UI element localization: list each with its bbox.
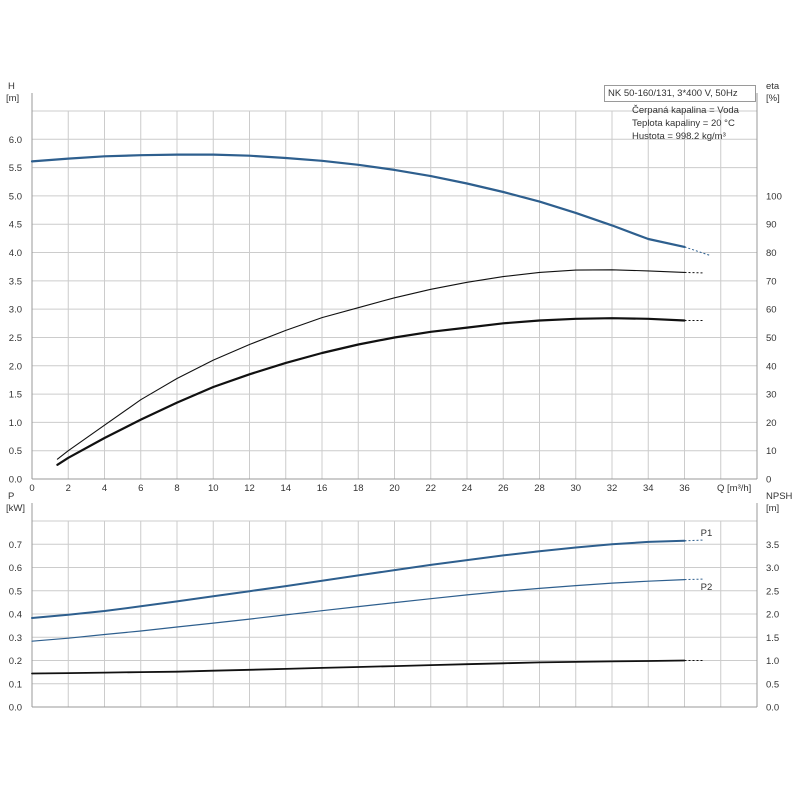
y-tick-label-left: 0.2 [9, 656, 22, 667]
fluid-line: Čerpaná kapalina = Voda [632, 105, 739, 116]
curve-eta1 [56, 269, 686, 460]
y-tick-label-right: 30 [766, 390, 777, 401]
y-tick-label-right: 3.5 [766, 540, 779, 551]
y-tick-label-right: 0.0 [766, 703, 779, 714]
x-tick-label: 2 [66, 483, 71, 494]
y-axis-title-right: NPSH [766, 491, 793, 502]
y-axis-unit-right: [%] [766, 93, 780, 104]
pump-info-box: NK 50-160/131, 3*400 V, 50Hz Čerpaná kap… [604, 85, 756, 143]
y-tick-label-right: 70 [766, 276, 777, 287]
pump-model-title: NK 50-160/131, 3*400 V, 50Hz [604, 85, 756, 102]
y-tick-label-right: 50 [766, 333, 777, 344]
x-tick-label: 10 [208, 483, 219, 494]
x-tick-label: 36 [679, 483, 690, 494]
curves-layer [30, 153, 711, 675]
y-tick-label-left: 2.0 [9, 361, 22, 372]
y-tick-label-left: 5.5 [9, 163, 22, 174]
curve-p1 [31, 539, 686, 619]
x-tick-label: 24 [462, 483, 473, 494]
y-axis-unit-left: [kW] [6, 503, 25, 514]
x-tick-label: 12 [244, 483, 255, 494]
y-axis-unit-right: [m] [766, 503, 779, 514]
curve-eta1-extension [684, 271, 703, 274]
series-label-p2: P2 [701, 582, 713, 593]
curve-p2 [31, 578, 686, 642]
y-tick-label-right: 2.5 [766, 586, 779, 597]
y-tick-label-right: 80 [766, 248, 777, 259]
x-tick-label: 22 [425, 483, 436, 494]
x-tick-label: 32 [607, 483, 618, 494]
y-tick-label-left: 0.3 [9, 633, 22, 644]
y-tick-label-right: 40 [766, 361, 777, 372]
curve-p1-extension [684, 539, 703, 542]
labels-layer: 0.0 0.5 1.0 1.5 2.0 2.5 3.0 3.5 4.0 4.5 5.0 5.5 6.0 0… [6, 81, 793, 714]
x-tick-label: 28 [534, 483, 545, 494]
x-tick-label: 16 [317, 483, 328, 494]
curve-head [30, 153, 686, 248]
y-tick-label-right: 1.5 [766, 633, 779, 644]
y-tick-label-right: 10 [766, 446, 777, 457]
y-tick-label-right: 0 [766, 475, 771, 486]
x-tick-label: 30 [570, 483, 581, 494]
pump-conditions: Čerpaná kapalina = Voda Teplota kapaliny… [604, 102, 756, 143]
curve-head-extension [684, 246, 711, 256]
x-tick-label: 34 [643, 483, 654, 494]
y-tick-label-right: 60 [766, 305, 777, 316]
density-line: Hustota = 998.2 kg/m³ [632, 131, 726, 142]
y-axis-title-left: P [8, 491, 14, 502]
y-tick-label-right: 3.0 [766, 563, 779, 574]
y-tick-label-left: 0.0 [9, 475, 22, 486]
y-tick-label-right: 1.0 [766, 656, 779, 667]
curve-eta2 [56, 317, 686, 466]
y-tick-label-left: 0.7 [9, 540, 22, 551]
series-label-p1: P1 [701, 528, 713, 539]
y-tick-label-left: 1.0 [9, 418, 22, 429]
x-tick-label: 6 [138, 483, 143, 494]
y-tick-label-left: 3.5 [9, 276, 22, 287]
y-tick-label-right: 0.5 [766, 679, 779, 690]
y-tick-label-left: 0.0 [9, 703, 22, 714]
y-tick-label-left: 0.5 [9, 586, 22, 597]
y-tick-label-left: 3.0 [9, 305, 22, 316]
grid-layer [31, 110, 758, 708]
y-tick-label-left: 4.5 [9, 220, 22, 231]
y-tick-label-left: 6.0 [9, 135, 22, 146]
x-tick-label: 26 [498, 483, 509, 494]
y-axis-title-right: eta [766, 81, 780, 92]
y-tick-label-left: 4.0 [9, 248, 22, 259]
y-tick-label-left: 0.5 [9, 446, 22, 457]
y-tick-label-left: 2.5 [9, 333, 22, 344]
x-axis-title: Q [m³/h] [717, 483, 751, 494]
curve-p2-extension [684, 578, 703, 581]
x-tick-label: 20 [389, 483, 400, 494]
temperature-line: Teplota kapaliny = 20 °C [632, 118, 735, 129]
y-axis-title-left: H [8, 81, 15, 92]
x-tick-label: 4 [102, 483, 107, 494]
y-tick-label-right: 20 [766, 418, 777, 429]
x-tick-label: 0 [29, 483, 34, 494]
y-tick-label-right: 90 [766, 220, 777, 231]
y-tick-label-right: 2.0 [766, 610, 779, 621]
x-tick-label: 14 [280, 483, 291, 494]
x-tick-label: 18 [353, 483, 364, 494]
x-tick-label: 8 [174, 483, 179, 494]
y-tick-label-left: 0.1 [9, 679, 22, 690]
curve-npsh [31, 659, 686, 675]
y-tick-label-right: 100 [766, 191, 782, 202]
y-tick-label-left: 0.4 [9, 610, 22, 621]
y-tick-label-left: 0.6 [9, 563, 22, 574]
y-axis-unit-left: [m] [6, 93, 19, 104]
y-tick-label-left: 1.5 [9, 390, 22, 401]
y-tick-label-left: 5.0 [9, 191, 22, 202]
